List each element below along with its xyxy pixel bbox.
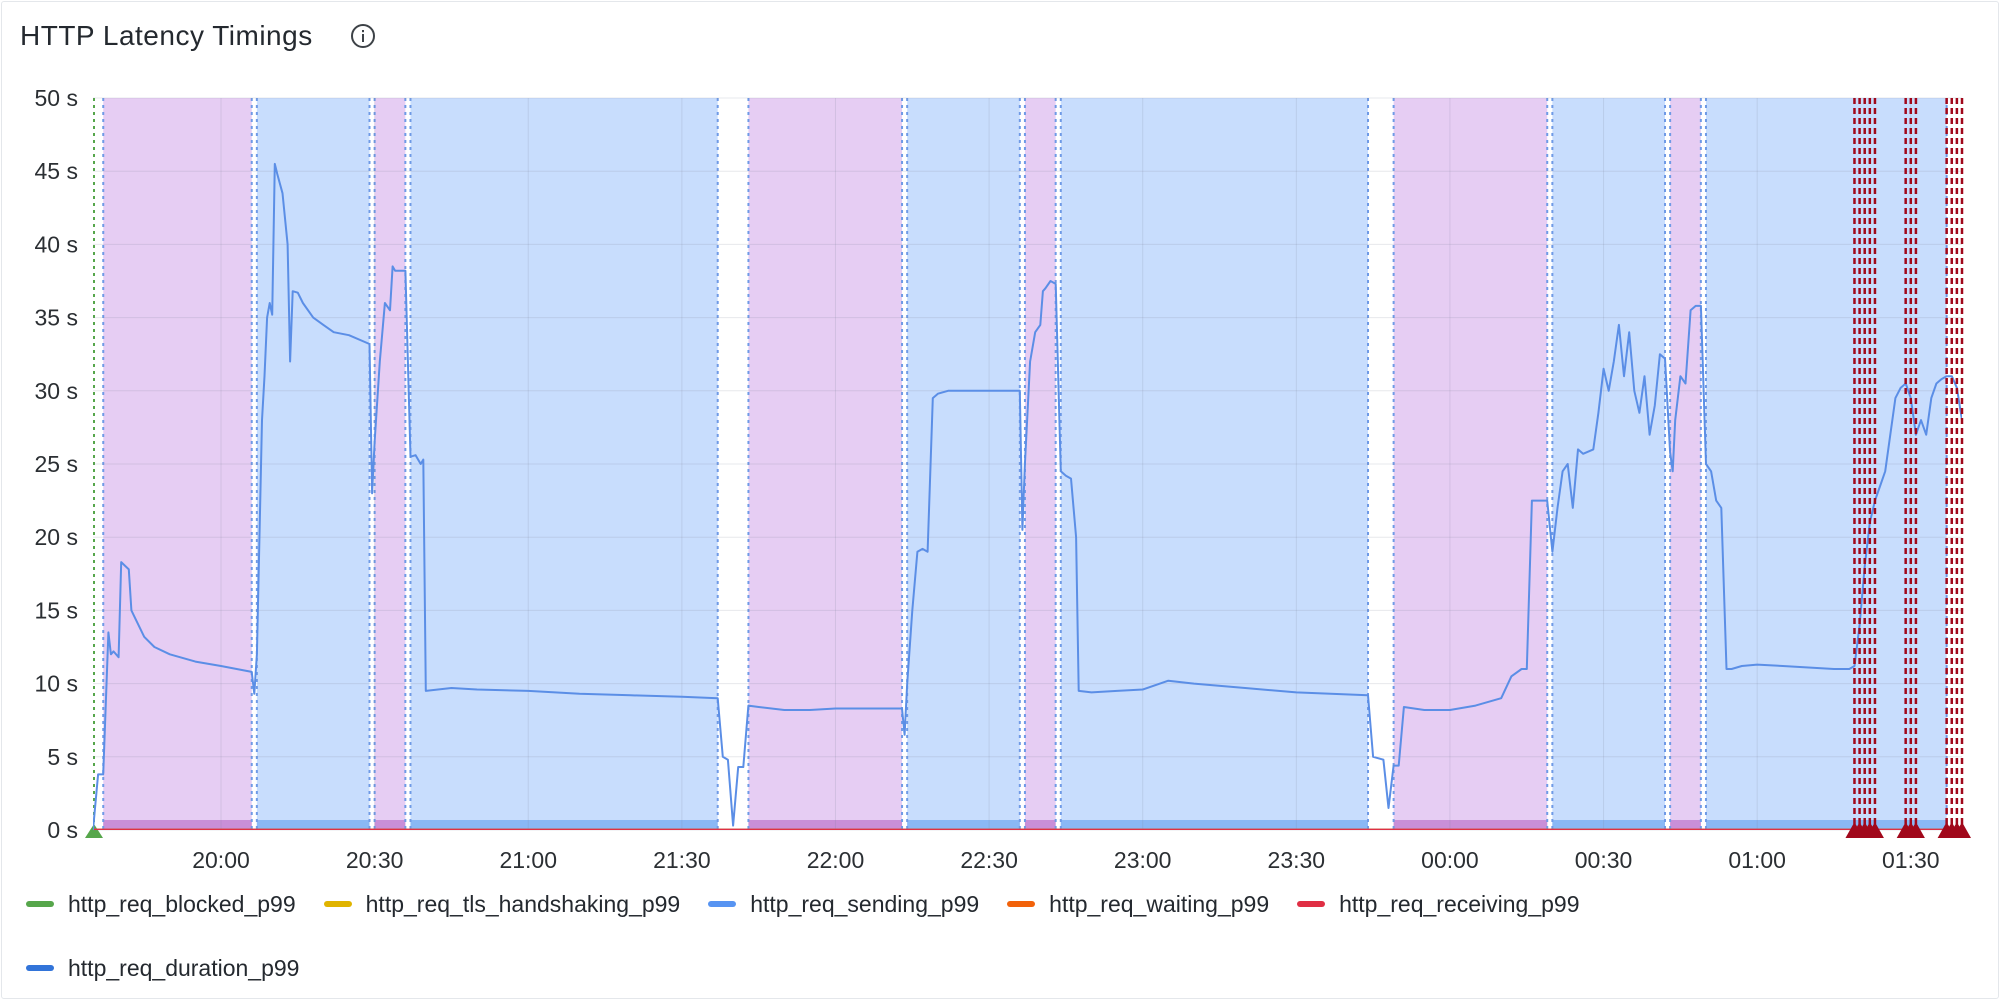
legend-swatch bbox=[708, 901, 737, 907]
legend-label: http_req_duration_p99 bbox=[68, 954, 300, 981]
region-bar-9 bbox=[1552, 820, 1666, 830]
x-tick-label: 22:00 bbox=[807, 847, 865, 873]
region-bar-7 bbox=[1060, 820, 1369, 830]
y-tick-label: 40 s bbox=[35, 231, 78, 257]
region-bar-0 bbox=[103, 820, 252, 830]
legend: http_req_blocked_p99 http_req_tls_handsha… bbox=[26, 890, 1926, 982]
y-tick-label: 30 s bbox=[35, 378, 78, 404]
region-9 bbox=[1552, 98, 1666, 830]
legend-item-http_req_receiving_p99[interactable]: http_req_receiving_p99 bbox=[1297, 890, 1580, 918]
x-tick-label: 20:30 bbox=[346, 847, 404, 873]
region-0 bbox=[103, 98, 252, 830]
legend-label: http_req_receiving_p99 bbox=[1339, 890, 1580, 917]
legend-item-http_req_sending_p99[interactable]: http_req_sending_p99 bbox=[708, 890, 979, 918]
region-bar-1 bbox=[256, 820, 370, 830]
x-tick-label: 20:00 bbox=[192, 847, 250, 873]
region-bar-3 bbox=[410, 820, 718, 830]
x-tick-label: 01:30 bbox=[1882, 847, 1940, 873]
legend-item-http_req_tls_handshaking_p99[interactable]: http_req_tls_handshaking_p99 bbox=[323, 890, 681, 918]
x-tick-label: 21:30 bbox=[653, 847, 711, 873]
region-1 bbox=[256, 98, 370, 830]
region-bar-6 bbox=[1024, 820, 1056, 830]
latency-chart: 0 s 5 s 10 s 15 s 20 s 25 s 30 s 35 s 40 s 45 s 50… bbox=[35, 85, 1971, 873]
legend-item-http_req_duration_p99[interactable]: http_req_duration_p99 bbox=[26, 954, 299, 982]
region-6 bbox=[1024, 98, 1056, 830]
annotation-marker-7 bbox=[1906, 822, 1925, 838]
region-bar-11 bbox=[1705, 820, 1947, 830]
annotation-marker-11 bbox=[1953, 822, 1971, 838]
legend-swatch bbox=[323, 901, 352, 907]
region-bar-2 bbox=[374, 820, 406, 830]
y-tick-label: 35 s bbox=[35, 305, 78, 331]
region-5 bbox=[907, 98, 1020, 830]
y-tick-label: 5 s bbox=[47, 744, 78, 770]
region-bar-8 bbox=[1393, 820, 1548, 830]
y-tick-label: 25 s bbox=[35, 451, 78, 477]
y-tick-label: 10 s bbox=[35, 671, 78, 697]
region-7 bbox=[1060, 98, 1369, 830]
info-circle-icon-glyph bbox=[350, 24, 375, 48]
legend-swatch bbox=[1297, 901, 1326, 907]
legend-item-http_req_waiting_p99[interactable]: http_req_waiting_p99 bbox=[1007, 890, 1269, 918]
panel-header: HTTP Latency Timings bbox=[20, 16, 377, 56]
legend-item-http_req_blocked_p99[interactable]: http_req_blocked_p99 bbox=[26, 890, 296, 918]
x-tick-label: 21:00 bbox=[499, 847, 557, 873]
legend-label: http_req_sending_p99 bbox=[750, 890, 980, 917]
region-bar-10 bbox=[1670, 820, 1701, 830]
region-bar-4 bbox=[748, 820, 903, 830]
x-tick-label: 23:00 bbox=[1114, 847, 1172, 873]
region-2 bbox=[374, 98, 406, 830]
legend-label: http_req_waiting_p99 bbox=[1049, 890, 1270, 917]
panel-title: HTTP Latency Timings bbox=[20, 20, 313, 51]
y-tick-label: 50 s bbox=[35, 85, 78, 111]
region-8 bbox=[1393, 98, 1548, 830]
region-3 bbox=[410, 98, 718, 830]
y-tick-label: 20 s bbox=[35, 524, 78, 550]
y-tick-label: 45 s bbox=[35, 158, 78, 184]
info-circle-icon[interactable] bbox=[349, 22, 377, 50]
x-tick-label: 23:30 bbox=[1268, 847, 1326, 873]
x-tick-label: 00:30 bbox=[1575, 847, 1633, 873]
region-10 bbox=[1670, 98, 1701, 830]
start-marker-triangle bbox=[85, 824, 103, 838]
x-tick-label: 00:00 bbox=[1421, 847, 1479, 873]
legend-swatch bbox=[26, 901, 54, 907]
y-tick-label: 0 s bbox=[47, 817, 78, 843]
y-tick-label: 15 s bbox=[35, 597, 78, 623]
legend-swatch bbox=[1007, 901, 1036, 907]
x-tick-label: 01:00 bbox=[1728, 847, 1786, 873]
legend-swatch bbox=[26, 965, 54, 971]
region-bar-5 bbox=[907, 820, 1020, 830]
x-tick-label: 22:30 bbox=[960, 847, 1018, 873]
legend-label: http_req_blocked_p99 bbox=[68, 890, 296, 917]
legend-label: http_req_tls_handshaking_p99 bbox=[365, 890, 681, 917]
annotation-marker-4 bbox=[1865, 822, 1884, 838]
series-line-http_req_duration_p99 bbox=[93, 162, 1962, 830]
